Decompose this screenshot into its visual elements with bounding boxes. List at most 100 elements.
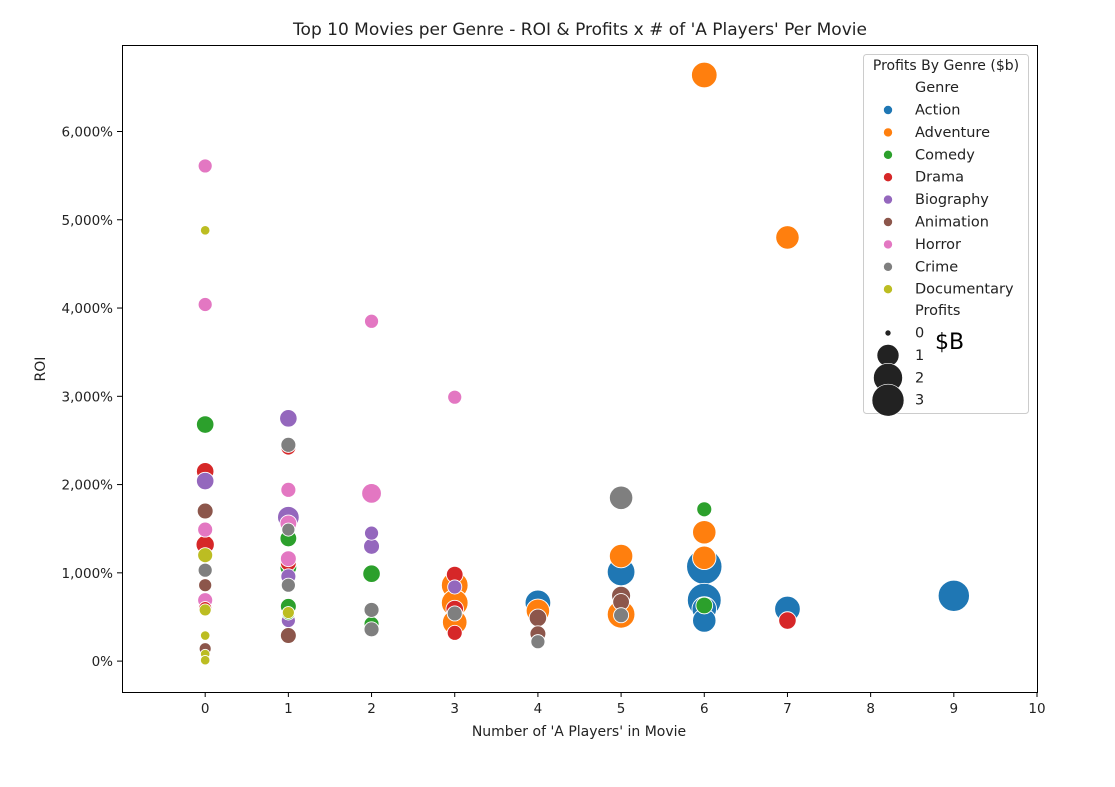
point-animation [279, 627, 297, 644]
point-documentary [199, 630, 211, 641]
x-tick-label: 9 [950, 701, 959, 717]
point-horror [197, 158, 213, 174]
point-adventure [775, 225, 800, 250]
point-adventure [692, 545, 717, 571]
point-documentary [199, 655, 211, 666]
legend-size-label: 2 [915, 370, 924, 386]
legend-swatch-horror [883, 239, 893, 250]
legend-size-label: 1 [915, 348, 924, 364]
legend-size-entries: 0 1 2 3 [871, 326, 924, 417]
y-axis: 0% 1,000% 2,000% 3,000% 4,000% 5,000% 6,000% [62, 125, 122, 670]
point-comedy [695, 596, 714, 615]
legend-label-biography: Biography [915, 192, 989, 208]
x-tick-label: 5 [617, 701, 626, 717]
point-action [937, 579, 970, 612]
point-biography [447, 579, 463, 595]
point-crime [363, 621, 380, 638]
x-tick-label: 10 [1028, 701, 1045, 717]
point-crime [608, 485, 634, 510]
legend: Profits By Genre ($b) Genre Action Advent… [863, 54, 1029, 417]
point-documentary [197, 547, 214, 564]
x-tick-label: 0 [201, 701, 210, 717]
point-comedy [696, 501, 713, 518]
point-biography [363, 537, 380, 555]
point-horror [197, 297, 213, 313]
units-annotation: $B [935, 330, 964, 355]
point-crime [280, 577, 296, 593]
legend-size-marker [871, 383, 905, 417]
legend-swatch-crime [883, 261, 893, 272]
plot-frame [122, 45, 1038, 693]
x-tick-label: 2 [367, 701, 376, 717]
point-horror [447, 389, 463, 405]
legend-title: Profits By Genre ($b) [873, 58, 1019, 74]
legend-swatch-drama [883, 172, 893, 182]
legend-label-drama: Drama [915, 170, 964, 186]
legend-label-comedy: Comedy [915, 147, 975, 163]
point-documentary [198, 603, 212, 617]
x-tick-label: 7 [783, 701, 792, 717]
point-horror [361, 483, 382, 504]
point-horror [197, 521, 214, 538]
point-crime [281, 522, 296, 537]
legend-label-action: Action [915, 103, 960, 119]
legend-swatch-action [883, 105, 893, 115]
point-biography [364, 525, 380, 541]
legend-swatch-adventure [883, 127, 893, 138]
point-biography [279, 409, 298, 428]
legend-swatch-comedy [883, 150, 893, 160]
point-adventure [692, 520, 717, 545]
legend-box [863, 54, 1029, 414]
point-drama [446, 624, 463, 641]
point-animation [198, 578, 213, 593]
legend-label-adventure: Adventure [915, 125, 990, 141]
y-tick-label: 0% [92, 654, 114, 670]
point-comedy [195, 415, 215, 434]
point-crime [197, 562, 213, 578]
x-tick-label: 3 [450, 701, 459, 717]
point-crime [363, 601, 380, 618]
legend-genre-entries: Action Adventure Comedy Drama Biography Anima… [883, 103, 1014, 298]
x-tick-label: 6 [700, 701, 709, 717]
legend-label-animation: Animation [915, 215, 989, 231]
y-tick-label: 3,000% [62, 389, 114, 405]
point-crime [613, 607, 630, 624]
x-tick-label: 8 [866, 701, 875, 717]
legend-label-documentary: Documentary [915, 282, 1014, 298]
point-horror [280, 481, 297, 498]
legend-swatch-animation [883, 217, 893, 227]
point-crime [446, 605, 463, 622]
y-tick-label: 4,000% [62, 301, 114, 317]
point-animation [196, 502, 214, 520]
point-drama [778, 611, 797, 630]
y-tick-label: 5,000% [62, 213, 114, 229]
legend-size-label: 3 [915, 393, 924, 409]
point-crime [280, 436, 297, 453]
legend-hue-title: Genre [915, 80, 959, 96]
legend-swatch-documentary [883, 284, 893, 295]
x-axis: 0 1 2 3 4 5 6 7 8 9 10 [201, 692, 1046, 717]
legend-size-title: Profits [915, 303, 960, 319]
point-documentary [281, 606, 295, 620]
point-horror [364, 313, 380, 329]
x-tick-label: 4 [534, 701, 543, 717]
point-adventure [690, 61, 718, 89]
y-tick-label: 6,000% [62, 125, 114, 141]
chart-title: Top 10 Movies per Genre - ROI & Profits … [292, 20, 867, 40]
point-crime [530, 634, 546, 650]
point-documentary [199, 225, 211, 236]
data-points [195, 61, 970, 666]
point-comedy [362, 564, 381, 583]
point-biography [195, 471, 215, 491]
point-horror [279, 550, 297, 568]
legend-label-crime: Crime [915, 259, 958, 275]
y-axis-label: ROI [33, 357, 49, 382]
legend-size-label: 0 [915, 326, 924, 342]
legend-label-horror: Horror [915, 237, 961, 253]
y-tick-label: 2,000% [62, 478, 114, 494]
x-axis-label: Number of 'A Players' in Movie [472, 724, 686, 740]
legend-swatch-biography [883, 194, 893, 205]
y-tick-label: 1,000% [62, 566, 114, 582]
